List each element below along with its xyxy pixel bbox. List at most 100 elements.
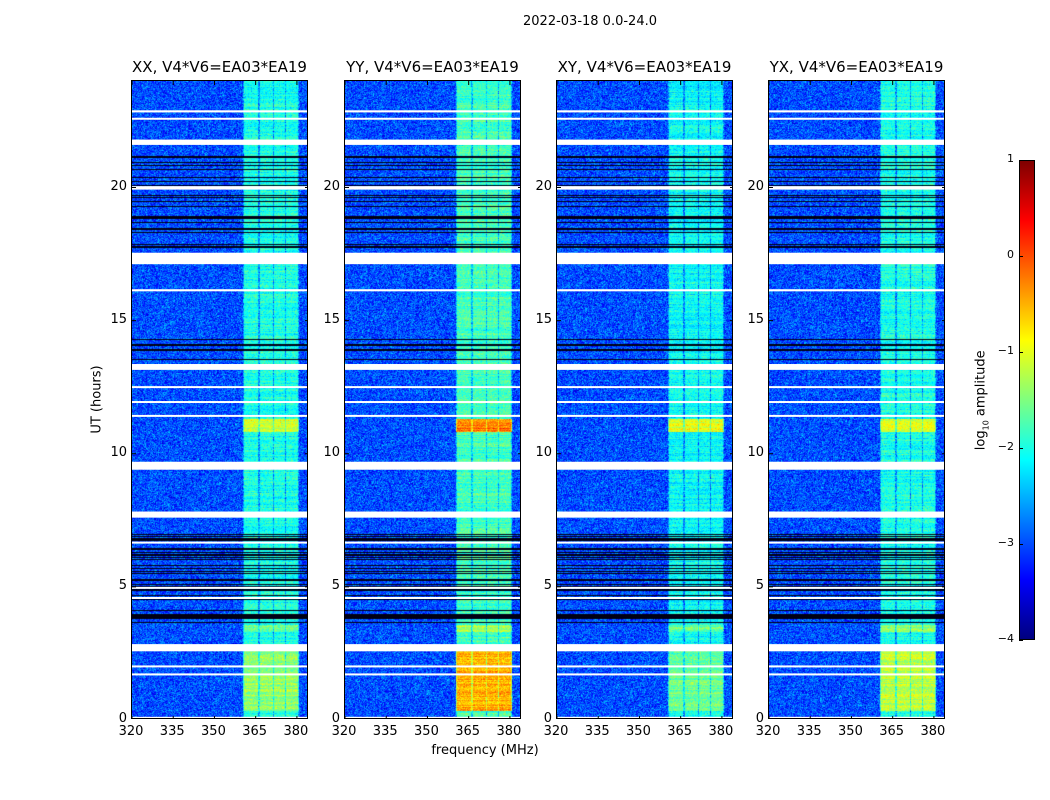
flagged-row bbox=[345, 586, 520, 589]
flagged-row bbox=[557, 586, 732, 589]
panel-title-yx: YX, V4*V6=EA03*EA19 bbox=[769, 58, 944, 76]
flagged-row bbox=[557, 541, 732, 544]
flagged-row bbox=[769, 541, 944, 544]
flagged-row bbox=[769, 716, 944, 718]
flagged-row bbox=[557, 401, 732, 404]
waterfall-panel-yx bbox=[768, 80, 945, 719]
colorbar-label-suffix: amplitude bbox=[973, 350, 989, 421]
flagged-row bbox=[345, 414, 520, 417]
colorbar-tick-mark bbox=[1019, 544, 1023, 545]
flagged-row bbox=[769, 117, 944, 120]
flagged-row bbox=[132, 596, 307, 599]
flagged-row bbox=[132, 252, 307, 265]
y-tick-label: 20 bbox=[323, 178, 340, 194]
flagged-row bbox=[345, 461, 520, 470]
flagged-row bbox=[132, 511, 307, 518]
flagged-row bbox=[769, 414, 944, 417]
x-tick-label: 320 bbox=[118, 724, 144, 739]
y-tick-label: 0 bbox=[331, 711, 340, 726]
flagged-row bbox=[769, 673, 944, 676]
flagged-row bbox=[132, 289, 307, 292]
y-tick-label: 0 bbox=[118, 711, 127, 726]
flagged-row bbox=[557, 596, 732, 599]
flagged-row bbox=[557, 289, 732, 292]
flagged-row bbox=[132, 110, 307, 113]
flagged-row bbox=[132, 186, 307, 190]
x-tick-label: 380 bbox=[496, 724, 522, 739]
flagged-row bbox=[345, 511, 520, 518]
y-tick-label: 10 bbox=[747, 444, 764, 460]
flagged-row bbox=[769, 289, 944, 292]
y-tick-label: 0 bbox=[543, 711, 552, 726]
x-tick-label: 335 bbox=[584, 724, 610, 739]
flagged-row bbox=[132, 461, 307, 470]
y-tick-label: 5 bbox=[543, 577, 552, 593]
y-tick-label: 10 bbox=[323, 444, 340, 460]
waterfall-panel-yy bbox=[344, 80, 521, 719]
flagged-row bbox=[345, 541, 520, 544]
flagged-row bbox=[769, 511, 944, 518]
flagged-row bbox=[557, 716, 732, 718]
flagged-row bbox=[132, 386, 307, 389]
flagged-row bbox=[557, 364, 732, 370]
flagged-row bbox=[132, 541, 307, 544]
x-tick-label: 365 bbox=[879, 724, 905, 739]
flagged-row bbox=[132, 716, 307, 718]
x-tick-label: 380 bbox=[708, 724, 734, 739]
flagged-row bbox=[345, 716, 520, 718]
colorbar bbox=[1019, 160, 1035, 640]
x-tick-label: 380 bbox=[283, 724, 309, 739]
flagged-row bbox=[557, 386, 732, 389]
flagged-row bbox=[132, 586, 307, 589]
flagged-row bbox=[557, 665, 732, 668]
y-tick-label: 5 bbox=[118, 577, 127, 593]
flagged-row bbox=[557, 252, 732, 265]
flagged-row bbox=[557, 673, 732, 676]
flagged-row bbox=[345, 139, 520, 145]
x-axis-label: frequency (MHz) bbox=[431, 743, 539, 758]
colorbar-tick-mark bbox=[1019, 448, 1023, 449]
x-tick-label: 335 bbox=[372, 724, 398, 739]
flagged-row bbox=[557, 461, 732, 470]
y-tick-label: 15 bbox=[323, 311, 340, 327]
flagged-row bbox=[557, 117, 732, 120]
colorbar-label: log10 amplitude bbox=[974, 340, 991, 460]
colorbar-tick-label: −2 bbox=[997, 440, 1014, 453]
x-tick-label: 380 bbox=[920, 724, 946, 739]
flagged-row bbox=[557, 186, 732, 190]
flagged-row bbox=[769, 386, 944, 389]
x-tick-label: 365 bbox=[455, 724, 481, 739]
y-tick-label: 10 bbox=[535, 444, 552, 460]
flagged-row bbox=[769, 401, 944, 404]
colorbar-tick-mark bbox=[1019, 160, 1023, 161]
flagged-row bbox=[345, 110, 520, 113]
x-tick-label: 365 bbox=[242, 724, 268, 739]
colorbar-tick-label: 1 bbox=[1007, 152, 1014, 165]
flagged-row bbox=[345, 289, 520, 292]
panel-title-yy: YY, V4*V6=EA03*EA19 bbox=[346, 58, 519, 76]
x-tick-label: 320 bbox=[543, 724, 569, 739]
colorbar-tick-label: 0 bbox=[1007, 248, 1014, 261]
colorbar-tick-mark bbox=[1019, 256, 1023, 257]
x-tick-label: 350 bbox=[838, 724, 863, 739]
flagged-row bbox=[557, 511, 732, 518]
y-tick-label: 15 bbox=[747, 311, 764, 327]
x-tick-label: 320 bbox=[755, 724, 781, 739]
x-tick-label: 320 bbox=[331, 724, 357, 739]
y-tick-label: 15 bbox=[535, 311, 552, 327]
flagged-row bbox=[557, 139, 732, 145]
flagged-row bbox=[557, 110, 732, 113]
y-axis-label: UT (hours) bbox=[89, 365, 105, 434]
x-tick-label: 350 bbox=[201, 724, 226, 739]
flagged-row bbox=[769, 139, 944, 145]
flagged-row bbox=[345, 401, 520, 404]
flagged-row bbox=[769, 110, 944, 113]
flagged-row bbox=[345, 186, 520, 190]
x-tick-label: 350 bbox=[626, 724, 651, 739]
flagged-row bbox=[769, 665, 944, 668]
y-tick-label: 0 bbox=[755, 711, 764, 726]
flagged-row bbox=[132, 673, 307, 676]
colorbar-label-prefix: log bbox=[973, 430, 989, 451]
y-tick-label: 5 bbox=[755, 577, 764, 593]
flagged-row bbox=[132, 414, 307, 417]
